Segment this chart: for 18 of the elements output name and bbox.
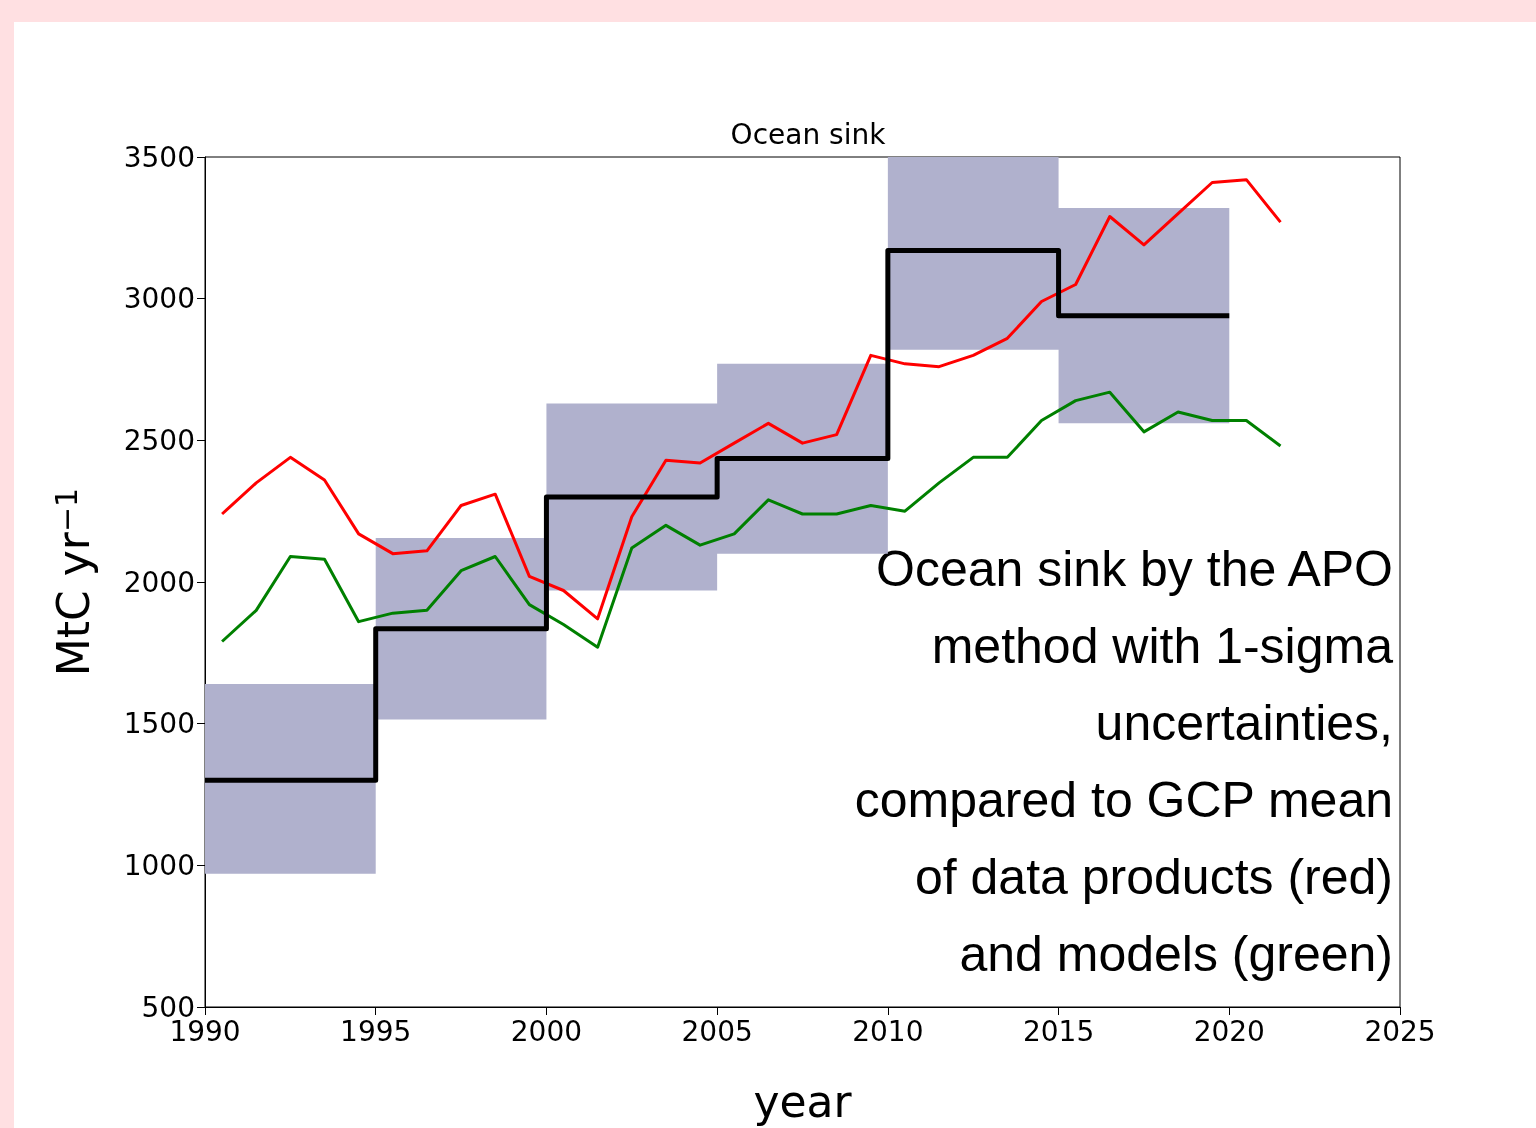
x-tick-label: 2025 <box>1364 1014 1436 1048</box>
chart-title: Ocean sink <box>730 117 887 151</box>
y-tick-label: 3000 <box>123 282 195 316</box>
x-tick-label: 2010 <box>852 1014 924 1048</box>
x-tick-label: 2020 <box>1193 1014 1265 1048</box>
x-tick-label: 1995 <box>340 1014 412 1048</box>
x-tick-label: 2000 <box>510 1014 583 1048</box>
y-tick-label: 1500 <box>123 707 195 741</box>
y-tick-label: 2000 <box>123 565 195 599</box>
y-axis-title: MtC yr−1 <box>47 487 99 677</box>
x-tick-label: 2015 <box>1022 1014 1095 1048</box>
y-tick-label: 2500 <box>123 423 195 457</box>
y-tick-label: 1000 <box>123 848 195 882</box>
line-series <box>220 178 1282 621</box>
y-tick-label: 3500 <box>123 140 195 174</box>
x-tick-label: 2005 <box>681 1014 753 1048</box>
x-axis-title: year <box>753 1075 853 1127</box>
annotation: Ocean sink by the APO method with 1-sigma uncertainties, compared to GCP mean of data products (red) and models (green) <box>854 540 1394 982</box>
